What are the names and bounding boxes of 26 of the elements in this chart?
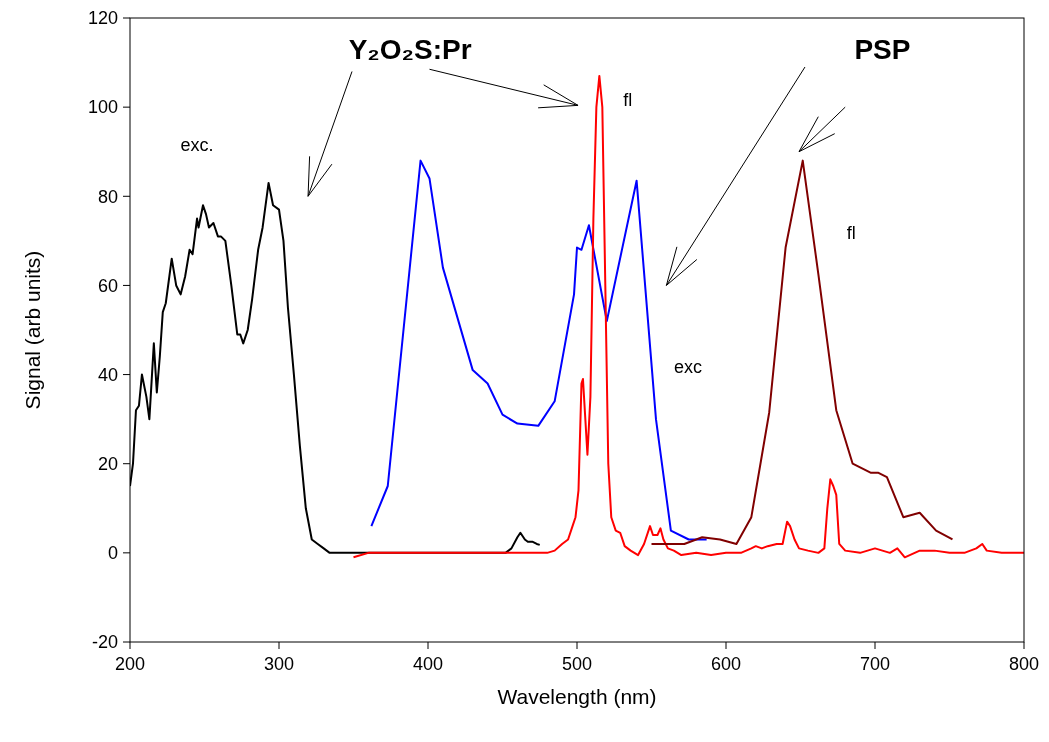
- line-series: [352, 74, 1024, 559]
- annotation: exc.: [180, 134, 214, 155]
- annotation: fl: [846, 222, 856, 243]
- y-tick-label: 60: [97, 275, 118, 296]
- annotation: exc: [674, 356, 703, 377]
- line-series: [650, 159, 954, 545]
- x-tick-label: 200: [114, 654, 146, 674]
- line-series: [370, 159, 708, 541]
- x-axis-title: Wavelength (nm): [497, 685, 657, 708]
- annotation: fl: [623, 89, 633, 110]
- y-tick-label: 0: [107, 543, 118, 564]
- x-tick-label: 800: [1008, 654, 1040, 674]
- x-tick-label: 600: [710, 654, 742, 674]
- x-tick-label: 700: [859, 654, 891, 674]
- y-tick-label: 100: [87, 97, 118, 118]
- y-tick-label: 120: [87, 8, 118, 29]
- annotation: PSP: [854, 34, 911, 65]
- annotation: Y₂O₂S:Pr: [348, 34, 472, 65]
- y-axis-title: Signal (arb units): [21, 250, 44, 410]
- y-tick-label: -20: [91, 632, 118, 653]
- x-tick-label: 400: [412, 654, 444, 674]
- y-tick-label: 20: [97, 454, 118, 475]
- x-tick-label: 300: [263, 654, 295, 674]
- x-tick-label: 500: [561, 654, 593, 674]
- y-tick-label: 40: [97, 364, 118, 385]
- y-tick-label: 80: [97, 186, 118, 207]
